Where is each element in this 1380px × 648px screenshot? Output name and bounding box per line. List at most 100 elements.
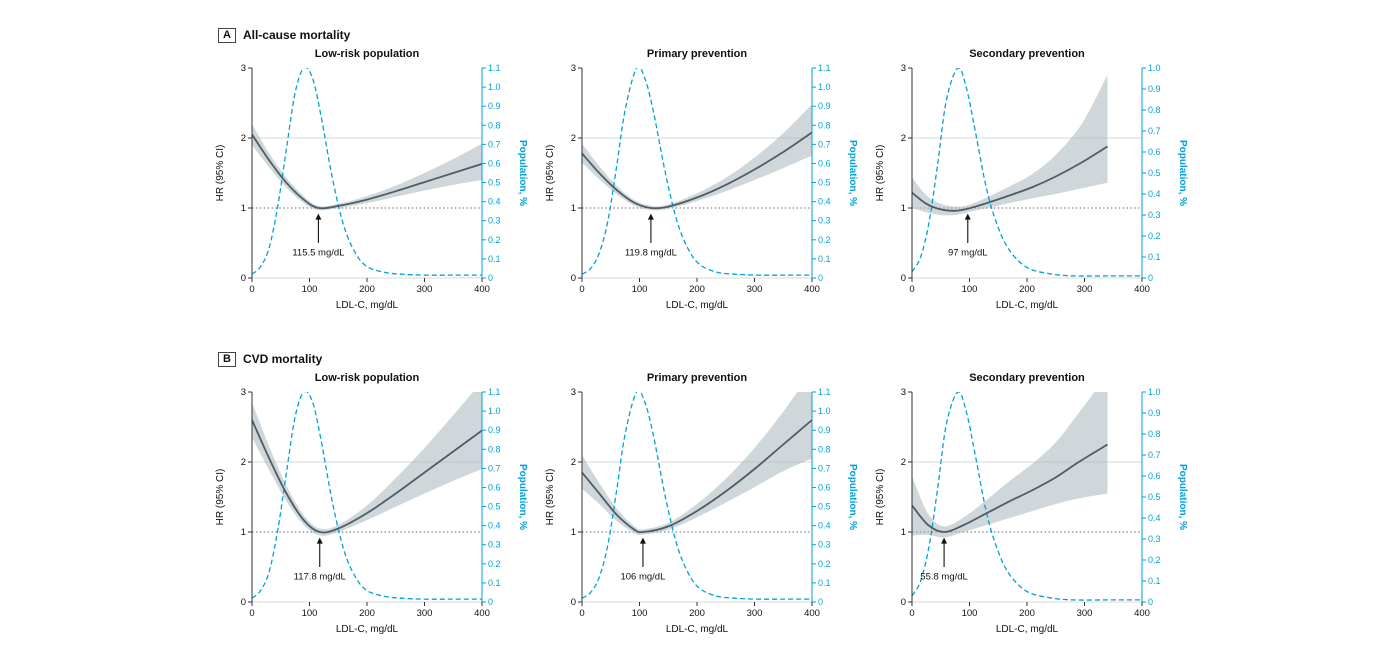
x-axis-label: LDL-C, mg/dL bbox=[666, 624, 729, 635]
svg-text:400: 400 bbox=[804, 284, 820, 295]
y-axis-left-label: HR (95% CI) bbox=[875, 469, 886, 526]
x-axis-label: LDL-C, mg/dL bbox=[996, 300, 1059, 311]
svg-text:0.9: 0.9 bbox=[1148, 408, 1161, 418]
svg-text:0.2: 0.2 bbox=[1148, 555, 1161, 565]
panel-b-primary-prevention: Primary prevention 106 mg/dL 0 1 2 3 0 0.1 0.2 0… bbox=[540, 370, 860, 648]
svg-text:0.6: 0.6 bbox=[1148, 471, 1161, 481]
svg-text:3: 3 bbox=[901, 387, 906, 398]
svg-text:0: 0 bbox=[818, 273, 823, 283]
ci-band bbox=[582, 392, 812, 535]
nadir-annotation: 119.8 mg/dL bbox=[625, 213, 677, 259]
svg-text:0.7: 0.7 bbox=[818, 463, 831, 473]
axes: 0 1 2 3 0 0.1 0.2 0.3 0.4 0.5 0.6 0.7 0.8 0.9 1.0 0 100 2… bbox=[875, 63, 1188, 311]
nadir-label: 97 mg/dL bbox=[948, 248, 988, 259]
svg-text:0.2: 0.2 bbox=[488, 235, 501, 245]
svg-text:400: 400 bbox=[474, 284, 490, 295]
nadir-label: 115.5 mg/dL bbox=[292, 248, 344, 259]
row-header-b: B CVD mortality bbox=[218, 350, 1200, 368]
svg-text:0.1: 0.1 bbox=[488, 578, 501, 588]
ci-band bbox=[582, 104, 812, 211]
svg-text:0.6: 0.6 bbox=[488, 158, 501, 168]
nadir-label: 117.8 mg/dL bbox=[294, 572, 346, 583]
row-title-a: All-cause mortality bbox=[242, 28, 351, 42]
svg-text:100: 100 bbox=[632, 284, 648, 295]
svg-text:1: 1 bbox=[901, 203, 906, 214]
svg-text:2: 2 bbox=[241, 133, 246, 144]
svg-text:1: 1 bbox=[571, 527, 576, 538]
svg-text:3: 3 bbox=[241, 63, 246, 74]
row-header-a: A All-cause mortality bbox=[218, 26, 1200, 44]
svg-text:1: 1 bbox=[241, 203, 246, 214]
svg-text:200: 200 bbox=[359, 284, 375, 295]
panels-row-a: Low-risk population 115.5 mg/dL 0 1 2 3 0 0.1 0… bbox=[210, 46, 1200, 324]
svg-text:0.5: 0.5 bbox=[488, 502, 501, 512]
svg-text:1.0: 1.0 bbox=[1148, 63, 1161, 73]
svg-text:100: 100 bbox=[302, 608, 318, 619]
row-title-b: CVD mortality bbox=[242, 352, 323, 366]
svg-text:0: 0 bbox=[249, 284, 254, 295]
nadir-label: 106 mg/dL bbox=[620, 572, 665, 583]
population-curve bbox=[252, 68, 482, 276]
hr-curve bbox=[582, 419, 812, 534]
chart-cvd-primary-prevention: 106 mg/dL 0 1 2 3 0 0.1 0.2 0.3 0.4 0.5 0.6 0.7 0.8 0.… bbox=[545, 387, 858, 635]
svg-text:400: 400 bbox=[474, 608, 490, 619]
svg-text:0.4: 0.4 bbox=[488, 197, 501, 207]
gridlines bbox=[252, 137, 482, 279]
svg-text:0: 0 bbox=[488, 597, 493, 607]
svg-text:2: 2 bbox=[901, 133, 906, 144]
svg-text:400: 400 bbox=[804, 608, 820, 619]
svg-text:0.4: 0.4 bbox=[488, 521, 501, 531]
svg-text:0: 0 bbox=[579, 608, 584, 619]
svg-text:1: 1 bbox=[901, 527, 906, 538]
population-curve bbox=[252, 392, 482, 600]
svg-text:300: 300 bbox=[417, 284, 433, 295]
svg-text:0: 0 bbox=[488, 273, 493, 283]
nadir-annotation: 115.5 mg/dL bbox=[292, 213, 344, 259]
population-curve bbox=[912, 68, 1142, 277]
nadir-arrowhead bbox=[315, 213, 322, 220]
svg-text:0: 0 bbox=[909, 284, 914, 295]
svg-text:0.8: 0.8 bbox=[488, 120, 501, 130]
svg-text:300: 300 bbox=[747, 284, 763, 295]
svg-text:0.8: 0.8 bbox=[1148, 105, 1161, 115]
svg-text:300: 300 bbox=[1077, 284, 1093, 295]
nadir-arrowhead bbox=[964, 213, 971, 220]
panels-row-b: Low-risk population 117.8 mg/dL 0 1 2 3 0 0.1 0… bbox=[210, 370, 1200, 648]
x-axis-label: LDL-C, mg/dL bbox=[996, 624, 1059, 635]
svg-text:0: 0 bbox=[571, 597, 576, 608]
y-axis-left-label: HR (95% CI) bbox=[875, 145, 886, 202]
svg-text:0.4: 0.4 bbox=[818, 521, 831, 531]
nadir-annotation: 117.8 mg/dL bbox=[294, 537, 346, 583]
nadir-annotation: 106 mg/dL bbox=[620, 537, 665, 583]
svg-text:0.2: 0.2 bbox=[1148, 231, 1161, 241]
y-axis-right-label: Population, % bbox=[517, 464, 528, 530]
svg-text:0.1: 0.1 bbox=[818, 254, 831, 264]
svg-text:2: 2 bbox=[901, 457, 906, 468]
svg-text:0.8: 0.8 bbox=[818, 444, 831, 454]
svg-text:400: 400 bbox=[1134, 608, 1150, 619]
svg-text:3: 3 bbox=[571, 63, 576, 74]
chart-all-cause-low-risk: 115.5 mg/dL 0 1 2 3 0 0.1 0.2 0.3 0.4 0.5 0.6 0.7 0.8… bbox=[215, 63, 528, 311]
svg-text:0.6: 0.6 bbox=[488, 482, 501, 492]
svg-text:0.4: 0.4 bbox=[818, 197, 831, 207]
svg-text:3: 3 bbox=[901, 63, 906, 74]
svg-text:0: 0 bbox=[901, 597, 906, 608]
gridlines bbox=[582, 461, 812, 603]
nadir-annotation: 97 mg/dL bbox=[948, 213, 988, 259]
svg-text:0.5: 0.5 bbox=[818, 502, 831, 512]
svg-text:2: 2 bbox=[241, 457, 246, 468]
svg-text:0.3: 0.3 bbox=[818, 540, 831, 550]
panel-a-low-risk: Low-risk population 115.5 mg/dL 0 1 2 3 0 0.1 0… bbox=[210, 46, 530, 324]
svg-text:0.7: 0.7 bbox=[1148, 450, 1161, 460]
svg-text:0: 0 bbox=[901, 273, 906, 284]
svg-text:1: 1 bbox=[571, 203, 576, 214]
svg-text:0.3: 0.3 bbox=[1148, 210, 1161, 220]
ci-band bbox=[252, 124, 482, 211]
panel-letter-b: B bbox=[218, 351, 236, 367]
svg-text:2: 2 bbox=[571, 457, 576, 468]
svg-text:1.1: 1.1 bbox=[488, 387, 501, 397]
